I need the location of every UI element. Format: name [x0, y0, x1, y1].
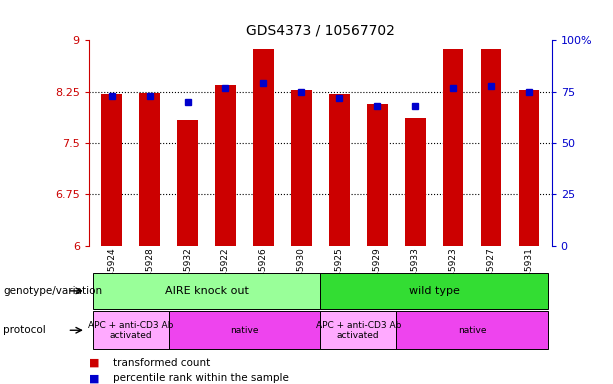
Text: percentile rank within the sample: percentile rank within the sample: [113, 373, 289, 383]
Text: ■: ■: [89, 373, 99, 383]
Bar: [253, 48, 274, 246]
Text: APC + anti-CD3 Ab
activated: APC + anti-CD3 Ab activated: [316, 321, 401, 340]
Text: APC + anti-CD3 Ab
activated: APC + anti-CD3 Ab activated: [88, 321, 173, 340]
Bar: [139, 93, 160, 246]
Bar: [329, 94, 349, 246]
Bar: [291, 89, 312, 246]
Text: wild type: wild type: [409, 286, 460, 296]
Title: GDS4373 / 10567702: GDS4373 / 10567702: [246, 24, 395, 38]
Bar: [443, 48, 463, 246]
Bar: [177, 120, 198, 246]
Text: genotype/variation: genotype/variation: [3, 286, 102, 296]
Bar: [215, 85, 236, 246]
Text: native: native: [458, 326, 486, 335]
Bar: [481, 48, 501, 246]
Bar: [405, 118, 425, 246]
Text: native: native: [230, 326, 259, 335]
Text: ■: ■: [89, 358, 99, 368]
Text: transformed count: transformed count: [113, 358, 211, 368]
Bar: [519, 89, 539, 246]
Text: AIRE knock out: AIRE knock out: [164, 286, 248, 296]
Text: protocol: protocol: [3, 325, 46, 335]
Bar: [367, 104, 387, 246]
Bar: [101, 94, 122, 246]
